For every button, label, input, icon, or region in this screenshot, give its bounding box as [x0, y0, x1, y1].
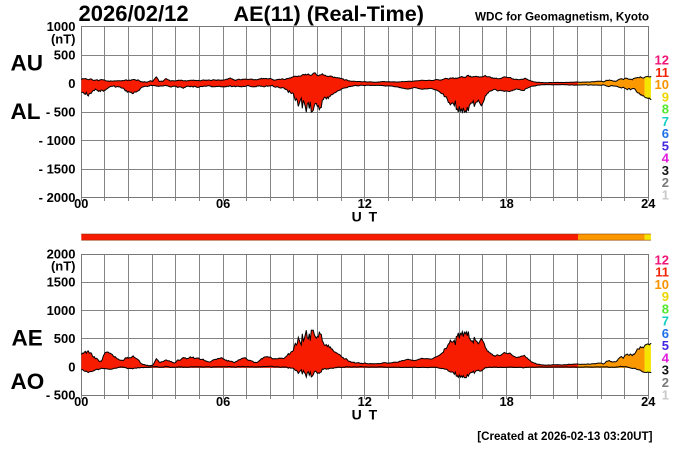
svg-text:6: 6 — [662, 126, 669, 141]
svg-text:12: 12 — [655, 252, 669, 267]
svg-text:12: 12 — [358, 196, 372, 211]
svg-text:1000: 1000 — [47, 303, 76, 318]
svg-text:3: 3 — [662, 163, 669, 178]
svg-text:9: 9 — [662, 89, 669, 104]
svg-text:U T: U T — [352, 407, 379, 423]
svg-text:24: 24 — [641, 196, 656, 211]
svg-text:AE: AE — [12, 326, 43, 351]
svg-text:AL: AL — [11, 99, 41, 124]
svg-text:4: 4 — [662, 151, 670, 166]
svg-text:U T: U T — [352, 209, 379, 225]
svg-text:5: 5 — [662, 338, 669, 353]
svg-text:(nT): (nT) — [51, 259, 76, 274]
svg-text:10: 10 — [655, 77, 669, 92]
svg-text:00: 00 — [74, 394, 88, 409]
svg-text:WDC for Geomagnetism, Kyoto: WDC for Geomagnetism, Kyoto — [475, 10, 649, 23]
svg-text:24: 24 — [641, 394, 656, 409]
svg-text:- 1000: - 1000 — [39, 133, 76, 148]
svg-text:9: 9 — [662, 289, 669, 304]
svg-text:6: 6 — [662, 326, 669, 341]
svg-text:8: 8 — [662, 301, 669, 316]
svg-text:18: 18 — [499, 196, 513, 211]
svg-text:10: 10 — [655, 277, 669, 292]
svg-text:2026/02/12: 2026/02/12 — [79, 1, 189, 26]
svg-text:1: 1 — [662, 387, 669, 402]
svg-text:0: 0 — [68, 76, 75, 91]
svg-text:AO: AO — [11, 369, 45, 394]
svg-text:00: 00 — [74, 196, 88, 211]
svg-text:- 2000: - 2000 — [39, 190, 76, 205]
svg-text:- 1500: - 1500 — [39, 161, 76, 176]
svg-text:2: 2 — [662, 375, 669, 390]
svg-text:4: 4 — [662, 351, 670, 366]
svg-text:06: 06 — [216, 196, 230, 211]
svg-text:8: 8 — [662, 102, 669, 117]
svg-text:[Created at 2026-02-13 03:20UT: [Created at 2026-02-13 03:20UT] — [477, 430, 652, 443]
svg-text:AU: AU — [11, 51, 44, 76]
svg-text:500: 500 — [54, 331, 76, 346]
svg-text:12: 12 — [655, 53, 669, 68]
svg-text:7: 7 — [662, 314, 669, 329]
svg-text:AE(11) (Real-Time): AE(11) (Real-Time) — [234, 1, 424, 26]
svg-text:5: 5 — [662, 138, 669, 153]
svg-text:12: 12 — [358, 394, 372, 409]
svg-text:1: 1 — [662, 188, 669, 203]
svg-text:- 500: - 500 — [46, 104, 76, 119]
svg-text:500: 500 — [54, 48, 76, 63]
svg-text:1500: 1500 — [47, 275, 76, 290]
svg-text:3: 3 — [662, 363, 669, 378]
svg-text:06: 06 — [216, 394, 230, 409]
svg-text:(nT): (nT) — [51, 31, 76, 46]
svg-text:2: 2 — [662, 175, 669, 190]
svg-text:18: 18 — [499, 394, 513, 409]
svg-text:11: 11 — [655, 265, 669, 280]
svg-text:2000: 2000 — [47, 246, 76, 261]
svg-text:11: 11 — [655, 65, 669, 80]
svg-text:0: 0 — [68, 359, 75, 374]
svg-text:7: 7 — [662, 114, 669, 129]
svg-text:- 500: - 500 — [46, 388, 76, 403]
svg-text:1000: 1000 — [47, 19, 76, 34]
